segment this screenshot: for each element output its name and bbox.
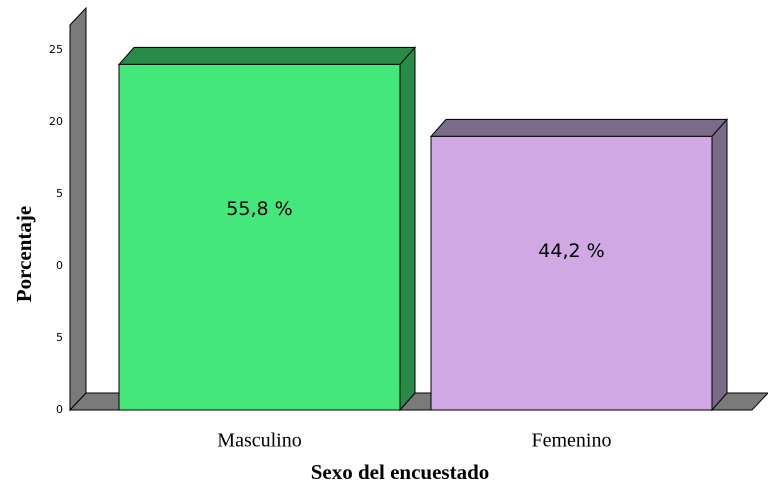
y-tick-label: 0 bbox=[56, 259, 63, 272]
y-tick-label: 25 bbox=[49, 43, 63, 56]
y-tick-label: 5 bbox=[56, 187, 63, 200]
bar-top bbox=[117, 46, 417, 65]
y-axis-label: Porcentaje bbox=[12, 206, 36, 302]
side-wall bbox=[69, 6, 87, 412]
y-tick-label: 5 bbox=[56, 331, 63, 344]
y-tick-label: 20 bbox=[49, 115, 63, 128]
bar-annotation: 44,2 % bbox=[538, 240, 604, 262]
x-tick-label: Masculino bbox=[217, 430, 301, 452]
bar bbox=[430, 135, 713, 411]
bar-annotation: 55,8 % bbox=[226, 198, 292, 220]
bar bbox=[118, 63, 401, 411]
bar-side bbox=[711, 118, 728, 412]
y-tick-label: 0 bbox=[56, 403, 63, 416]
bar-top bbox=[429, 118, 729, 137]
x-tick-label: Femenino bbox=[532, 430, 612, 452]
x-axis-label: Sexo del encuestado bbox=[311, 460, 490, 484]
bar-side bbox=[399, 46, 416, 412]
